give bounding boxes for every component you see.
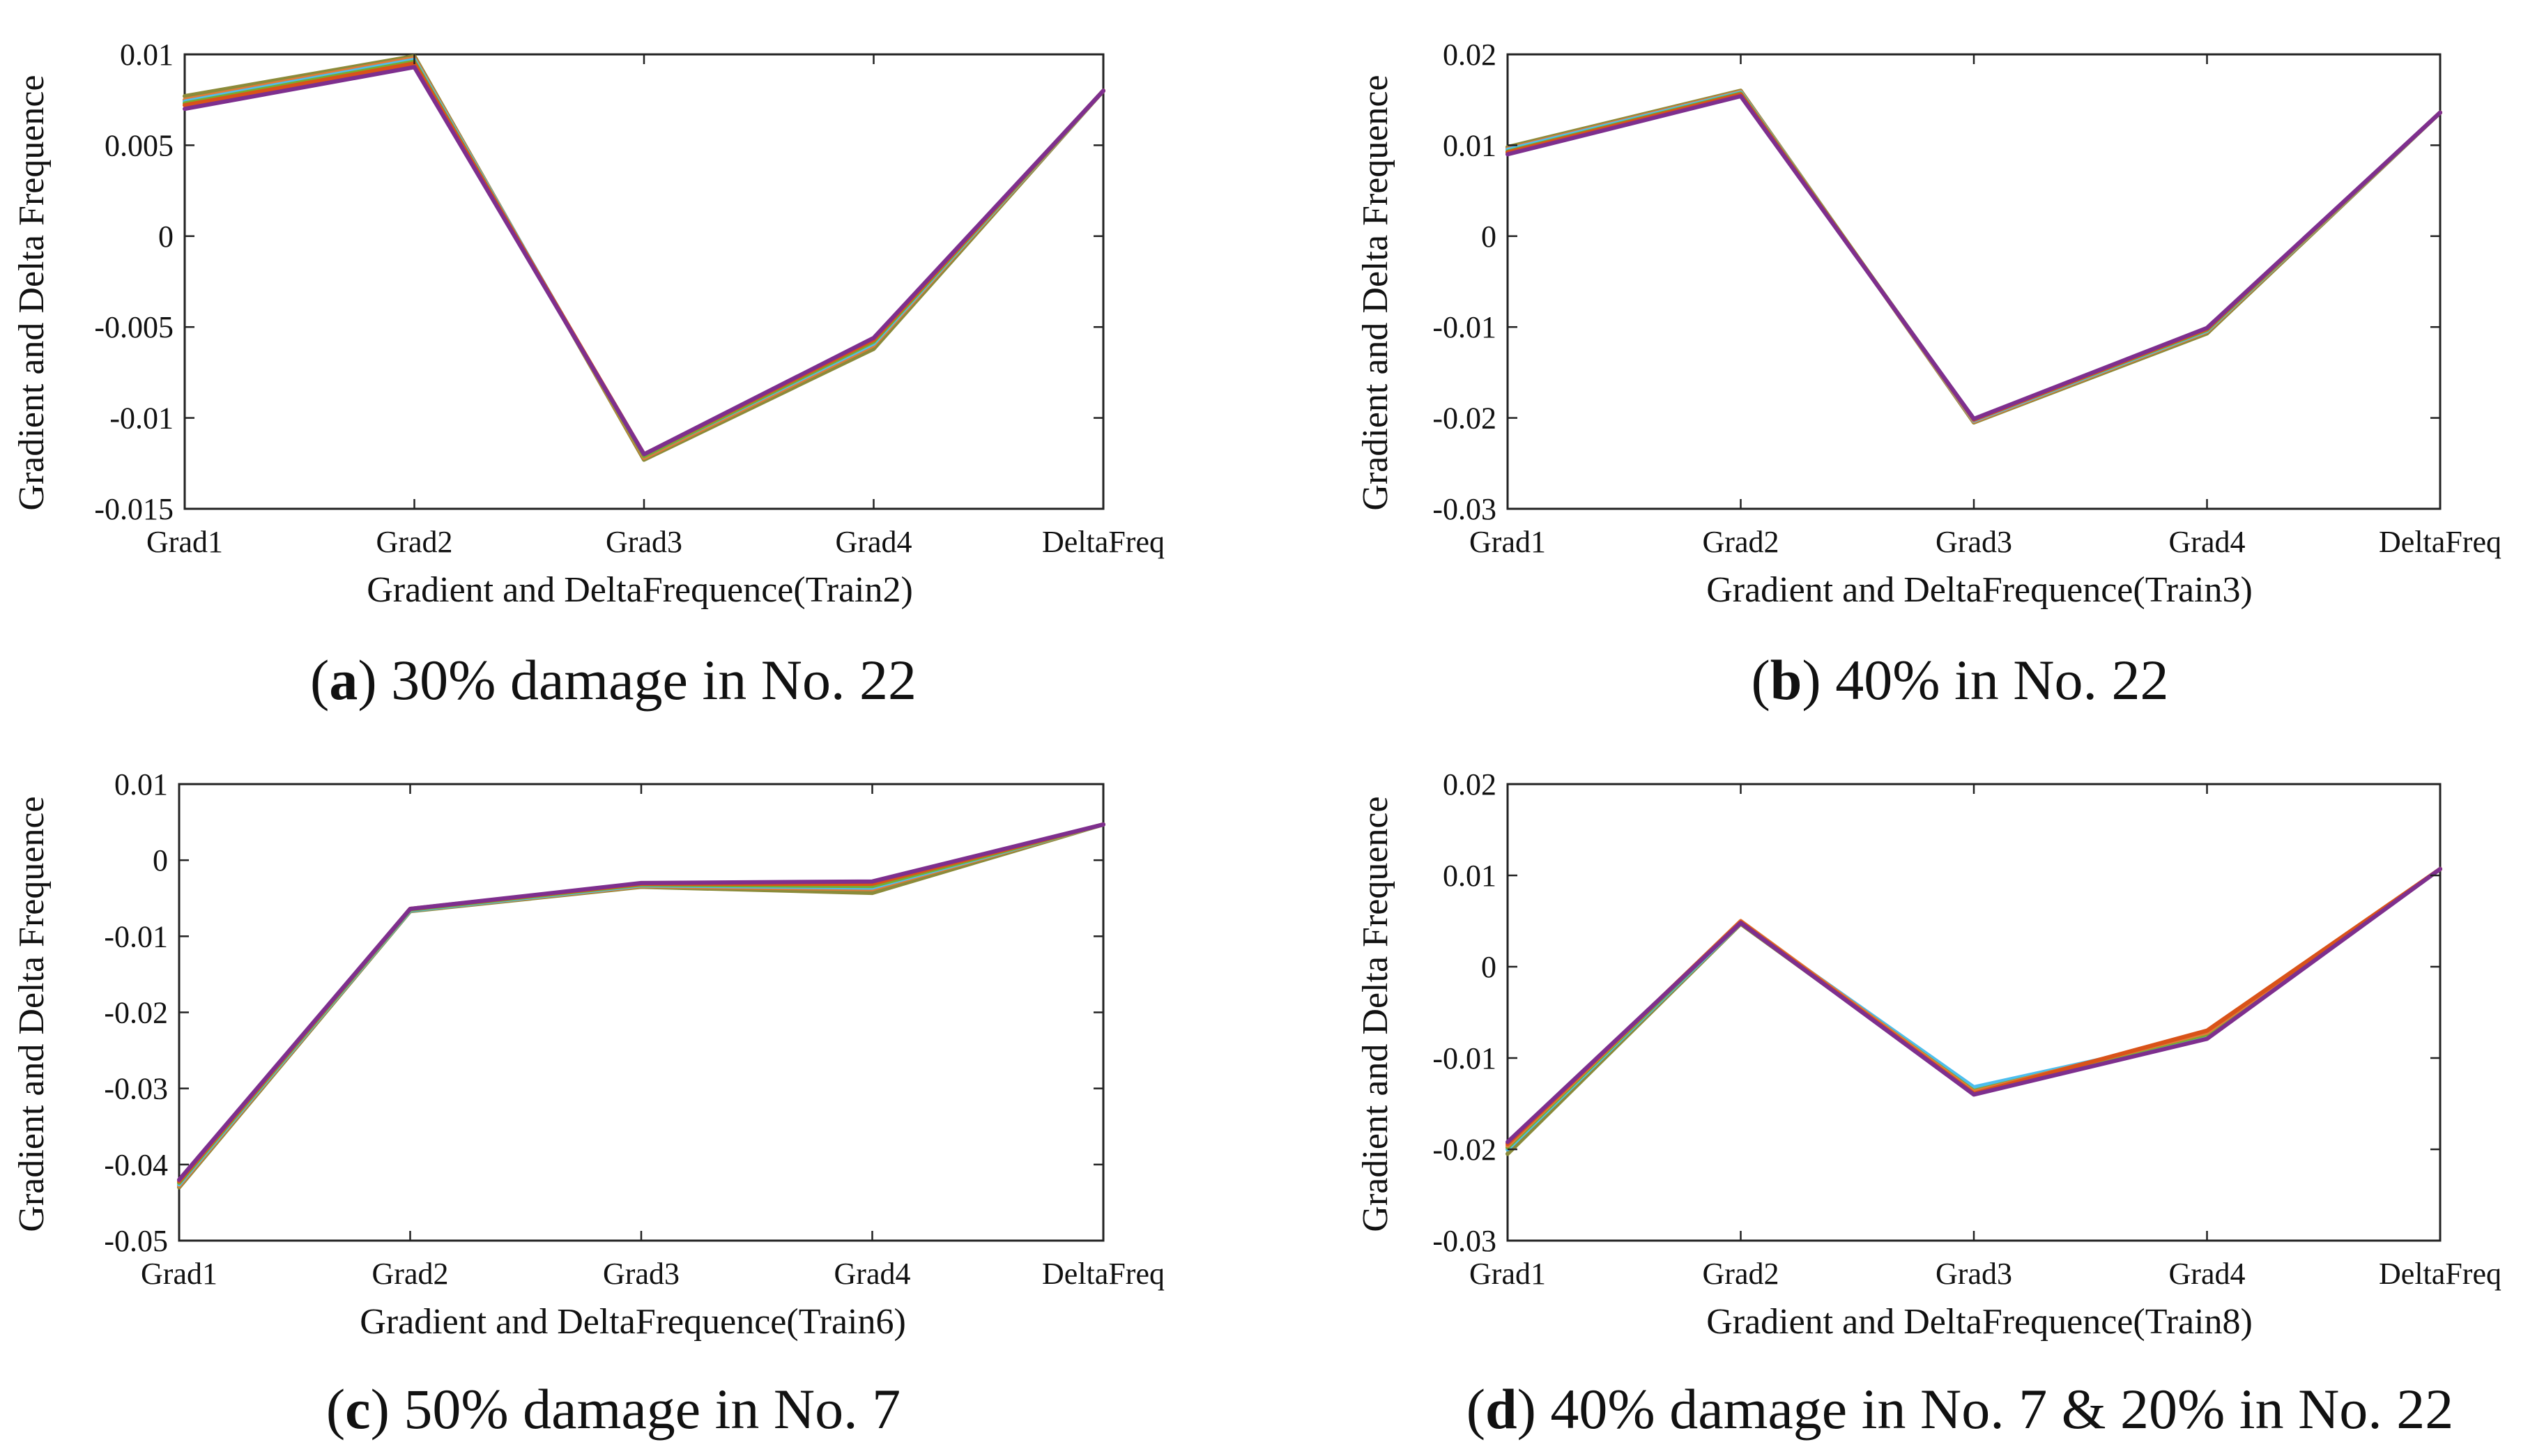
x-tick-label: Grad3 [603, 1257, 680, 1291]
series-line-s6 [183, 65, 1105, 457]
x-axis-title: Gradient and DeltaFrequence(Train3) [1706, 570, 2253, 610]
y-tick-label: -0.02 [1432, 401, 1496, 436]
y-tick-label: -0.03 [1432, 1224, 1496, 1258]
x-tick-label: Grad1 [141, 1257, 217, 1291]
x-tick-label: Grad3 [1936, 1257, 2012, 1291]
x-tick-label: Grad4 [2169, 1257, 2246, 1291]
caption-letter: d [1485, 1377, 1517, 1441]
y-tick-label: -0.02 [1432, 1133, 1496, 1167]
y-tick-label: -0.03 [104, 1072, 168, 1106]
caption-text: 50% damage in No. 7 [404, 1377, 901, 1441]
x-tick-label: Grad1 [146, 525, 223, 559]
series-lines [177, 822, 1105, 1190]
series-lines [1505, 89, 2442, 425]
x-tick-label: DeltaFreq [1042, 525, 1165, 559]
caption-text: 30% damage in No. 22 [391, 648, 917, 712]
panel-caption: (d) 40% damage in No. 7 & 20% in No. 22 [1466, 1377, 2454, 1441]
caption-text: 40% damage in No. 7 & 20% in No. 22 [1550, 1377, 2453, 1441]
caption-letter: a [329, 648, 358, 712]
y-tick-label: 0.01 [1443, 128, 1496, 162]
x-tick-label: Grad2 [372, 1257, 449, 1291]
panel-c: Gradient and Delta Frequence 0.01 0 -0.01 -… [12, 767, 1165, 1441]
x-tick-label: Grad1 [1469, 525, 1546, 559]
y-axis-title: Gradient and Delta Frequence [1356, 796, 1395, 1232]
y-tick-label: -0.04 [104, 1148, 168, 1182]
y-tick-label: 0 [153, 843, 168, 878]
x-axis-title: Gradient and DeltaFrequence(Train6) [360, 1302, 906, 1342]
x-tick-label: DeltaFreq [1042, 1257, 1165, 1291]
x-tick-label: Grad2 [1703, 525, 1779, 559]
y-tick-label: 0.01 [114, 767, 168, 802]
y-tick-label: -0.02 [104, 996, 168, 1030]
series-line-s6 [1505, 94, 2442, 421]
series-line-s6 [177, 822, 1105, 1182]
x-tick-label: DeltaFreq [2379, 1257, 2501, 1291]
x-tick-label: Grad1 [1469, 1257, 1546, 1291]
y-tick-label: 0.01 [120, 38, 174, 72]
series-lines [183, 54, 1105, 462]
series-lines [1505, 866, 2442, 1156]
x-tick-label: Grad3 [606, 525, 682, 559]
x-tick-label: DeltaFreq [2379, 525, 2501, 559]
series-line-s6 [1505, 866, 2442, 1144]
y-tick-label: 0 [1481, 220, 1496, 254]
y-tick-label: -0.01 [109, 401, 174, 436]
x-tick-label: Grad4 [834, 1257, 911, 1291]
y-axis-title: Gradient and Delta Frequence [12, 75, 52, 510]
x-tick-label: Grad4 [2169, 525, 2246, 559]
panel-a: Gradient and Delta Frequence 0.01 0.005 0 -… [12, 38, 1165, 712]
x-axis-title: Gradient and DeltaFrequence(Train2) [367, 570, 913, 610]
panel-caption: (c) 50% damage in No. 7 [326, 1377, 901, 1441]
y-tick-label: 0.005 [105, 128, 174, 162]
panel-d: Gradient and Delta Frequence 0.02 0.01 0 -0… [1356, 767, 2501, 1441]
y-tick-label: -0.01 [1432, 310, 1496, 344]
y-axis-title: Gradient and Delta Frequence [1356, 75, 1395, 510]
y-tick-label: -0.015 [94, 492, 174, 526]
x-axis-title: Gradient and DeltaFrequence(Train8) [1706, 1302, 2253, 1342]
panel-caption: (a) 30% damage in No. 22 [310, 648, 917, 712]
y-tick-label: 0.02 [1443, 767, 1496, 802]
panel-b: Gradient and Delta Frequence 0.02 0.01 0 -0… [1356, 38, 2501, 712]
y-axis-title: Gradient and Delta Frequence [12, 796, 52, 1232]
y-tick-label: -0.01 [1432, 1041, 1496, 1075]
x-tick-label: Grad4 [836, 525, 912, 559]
y-tick-label: -0.03 [1432, 492, 1496, 526]
y-tick-label: 0.02 [1443, 38, 1496, 72]
panel-caption: (b) 40% in No. 22 [1751, 648, 2168, 712]
y-tick-label: 0.01 [1443, 859, 1496, 893]
y-tick-label: -0.01 [104, 919, 168, 953]
x-tick-label: Grad2 [1703, 1257, 1779, 1291]
y-tick-label: -0.05 [104, 1224, 168, 1258]
caption-text: 40% in No. 22 [1835, 648, 2168, 712]
x-tick-label: Grad2 [376, 525, 453, 559]
y-tick-label: 0 [1481, 950, 1496, 984]
caption-letter: b [1770, 648, 1802, 712]
caption-letter: c [345, 1377, 370, 1441]
y-tick-label: -0.005 [94, 310, 174, 344]
y-tick-label: 0 [158, 220, 174, 254]
x-tick-label: Grad3 [1936, 525, 2012, 559]
